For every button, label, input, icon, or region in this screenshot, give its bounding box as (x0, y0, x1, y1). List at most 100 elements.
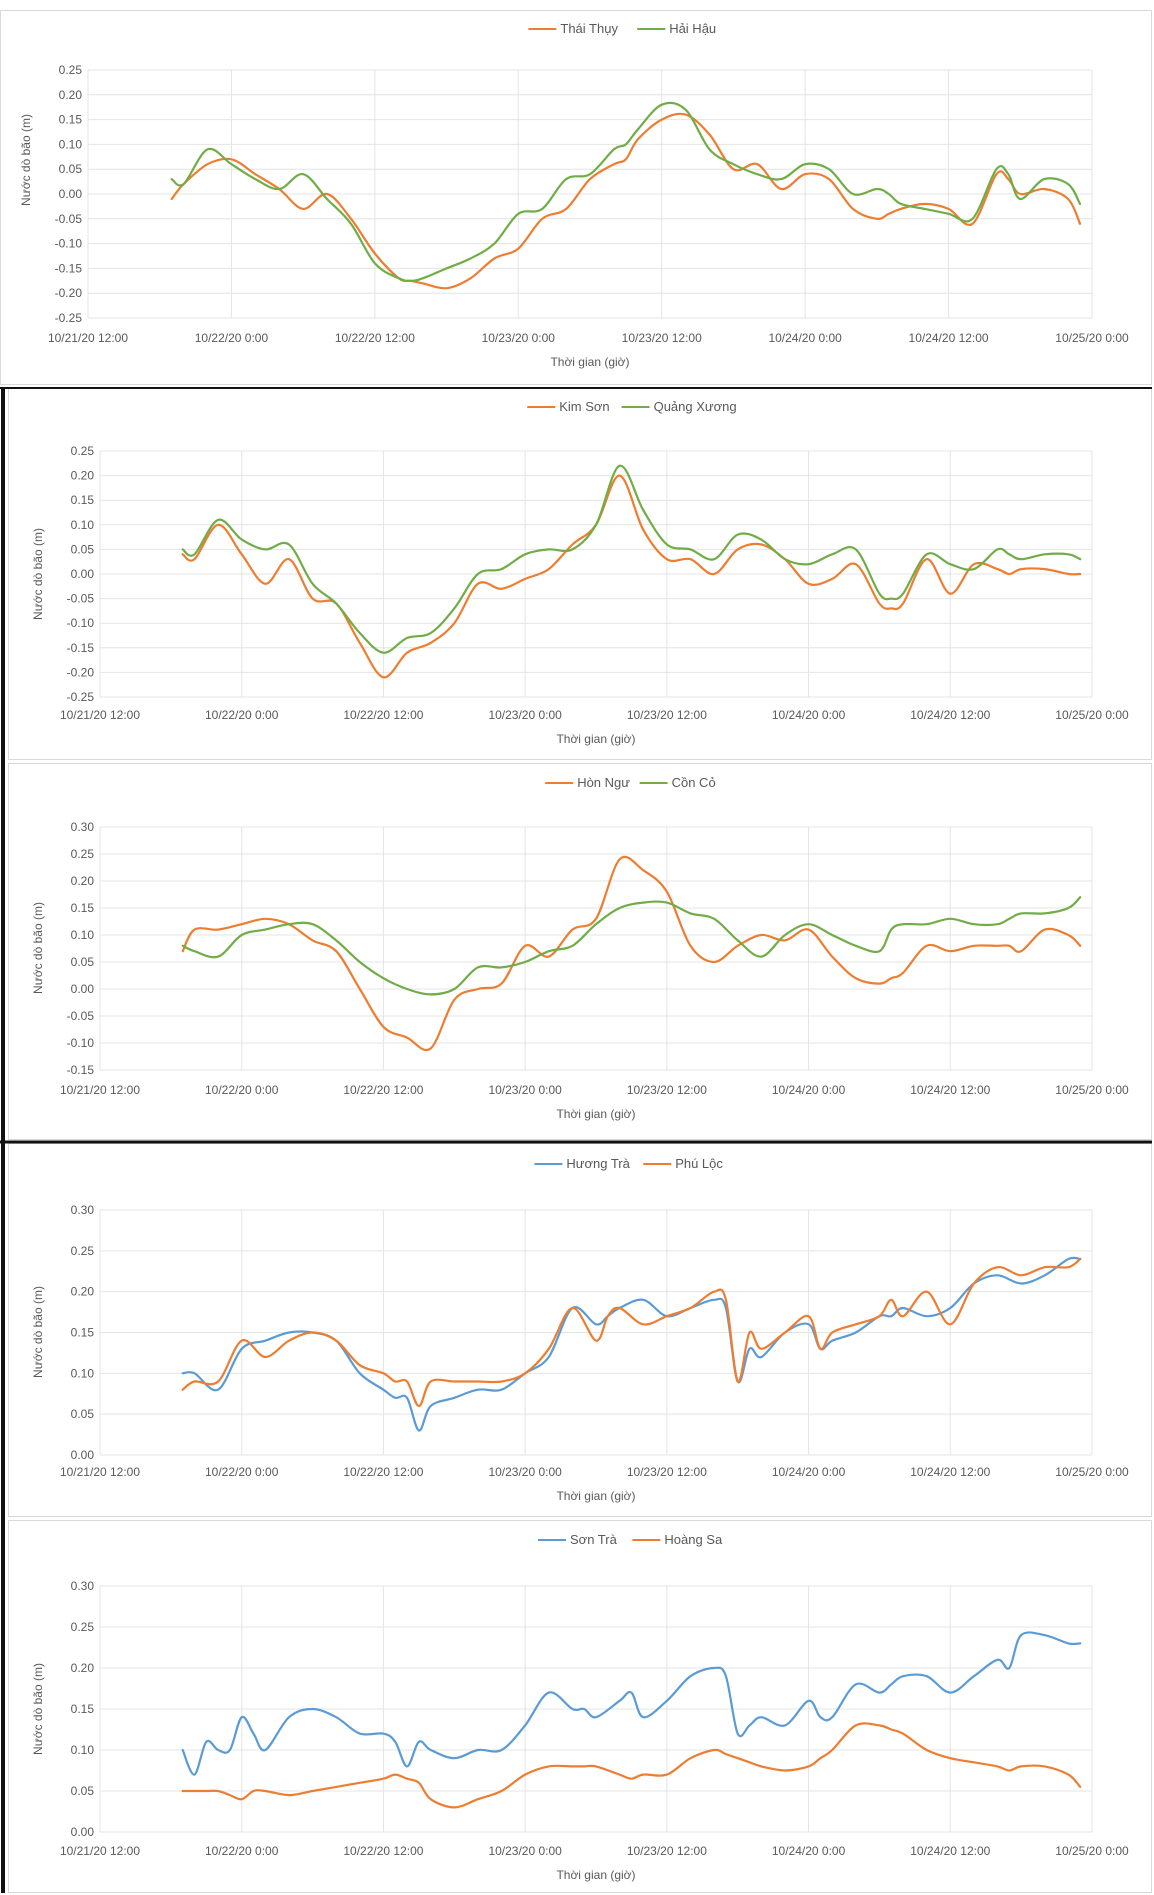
chart-1: 0.25 0.20 0.15 0.10 0.05 0.00 -0.05 -0.10 -0.15 -… (19, 21, 1129, 369)
y-tick-label: -0.25 (67, 690, 95, 704)
y-axis-title: Nước dò bão (m) (31, 1286, 45, 1378)
x-tick-label: 10/22/20 12:00 (335, 331, 415, 345)
legend-label-1: Sơn Trà (570, 1532, 618, 1547)
y-tick-label: 0.25 (71, 444, 95, 458)
x-tick-label: 10/25/20 0:00 (1055, 331, 1129, 345)
legend-label-2: Cồn Cỏ (672, 775, 716, 790)
y-tick-label: 0.10 (59, 137, 83, 151)
chart-panel-frame (8, 763, 1152, 1140)
x-tick-label: 10/22/20 0:00 (205, 1844, 279, 1858)
x-tick-label: 10/22/20 0:00 (205, 1465, 279, 1479)
chart-5: 0.30 0.25 0.20 0.15 0.10 0.05 0.00 10/21/20 12:… (31, 1532, 1129, 1882)
x-tick-label: 10/24/20 0:00 (772, 1083, 846, 1097)
y-tick-label: 0.00 (71, 982, 95, 996)
x-tick-label: 10/24/20 12:00 (910, 1844, 990, 1858)
y-tick-label: 0.05 (59, 162, 83, 176)
x-tick-label: 10/21/20 12:00 (60, 708, 140, 722)
x-tick-label: 10/22/20 12:00 (343, 1083, 423, 1097)
series-line-2 (181, 1257, 1082, 1408)
x-axis-title: Thời gian (giờ) (550, 355, 629, 369)
y-tick-label: 0.20 (71, 874, 95, 888)
y-tick-label: 0.30 (71, 820, 95, 834)
y-tick-label: 0.25 (71, 1244, 95, 1258)
x-tick-label: 10/23/20 12:00 (627, 1083, 707, 1097)
x-axis-title: Thời gian (giờ) (556, 1107, 635, 1121)
x-tick-label: 10/23/20 0:00 (488, 1083, 562, 1097)
y-axis-title: Nước dò bão (m) (31, 902, 45, 994)
y-tick-label: 0.05 (71, 542, 95, 556)
x-tick-label: 10/23/20 0:00 (488, 708, 562, 722)
legend: Thái Thụy Hải Hậu (528, 21, 716, 36)
x-tick-label: 10/24/20 0:00 (772, 708, 846, 722)
y-tick-label: -0.10 (67, 616, 95, 630)
legend: Hương Trà Phú Lộc (534, 1156, 723, 1171)
legend-label-1: Hòn Ngư (577, 775, 630, 790)
chart-panel-frame (8, 1520, 1152, 1893)
x-tick-label: 10/22/20 12:00 (343, 1844, 423, 1858)
y-axis-title: Nước dò bão (m) (31, 1663, 45, 1755)
y-tick-label: -0.05 (67, 1009, 95, 1023)
series-line-2 (170, 101, 1082, 282)
x-tick-label: 10/25/20 0:00 (1055, 1083, 1129, 1097)
x-tick-label: 10/21/20 12:00 (60, 1844, 140, 1858)
x-tick-label: 10/24/20 12:00 (909, 331, 989, 345)
x-tick-label: 10/22/20 0:00 (205, 708, 279, 722)
legend-label-2: Quảng Xương (654, 399, 737, 414)
y-tick-label: 0.25 (71, 1620, 95, 1634)
y-tick-label: 0.05 (71, 1407, 95, 1421)
x-tick-label: 10/23/20 0:00 (482, 331, 556, 345)
y-tick-label: 0.20 (71, 1285, 95, 1299)
x-axis-title: Thời gian (giờ) (556, 732, 635, 746)
legend: Kim Sơn Quảng Xương (527, 399, 737, 414)
x-tick-label: 10/24/20 12:00 (910, 1083, 990, 1097)
y-tick-label: -0.10 (67, 1036, 95, 1050)
series-line-2 (181, 1722, 1082, 1809)
y-tick-label: -0.15 (67, 1063, 95, 1077)
legend: Hòn Ngư Cồn Cỏ (545, 775, 716, 790)
y-tick-label: 0.15 (71, 1702, 95, 1716)
y-tick-label: 0.25 (71, 847, 95, 861)
legend-label-2: Hải Hậu (669, 21, 716, 36)
x-tick-label: 10/22/20 0:00 (195, 331, 269, 345)
x-tick-label: 10/25/20 0:00 (1055, 1465, 1129, 1479)
x-tick-label: 10/21/20 12:00 (60, 1465, 140, 1479)
x-tick-label: 10/24/20 12:00 (910, 1465, 990, 1479)
y-tick-label: -0.20 (67, 665, 95, 679)
series-line-1 (181, 855, 1082, 1051)
y-tick-label: 0.10 (71, 928, 95, 942)
y-tick-label: -0.25 (55, 311, 83, 325)
y-tick-label: 0.25 (59, 63, 83, 77)
y-tick-label: -0.10 (55, 237, 83, 251)
y-tick-label: -0.15 (55, 261, 83, 275)
series-line-1 (181, 1631, 1082, 1776)
legend: Sơn Trà Hoàng Sa (538, 1532, 723, 1547)
legend-label-1: Kim Sơn (559, 399, 609, 414)
y-tick-label: 0.10 (71, 1366, 95, 1380)
x-tick-label: 10/21/20 12:00 (48, 331, 128, 345)
x-axis-title: Thời gian (giờ) (556, 1489, 635, 1503)
x-tick-label: 10/23/20 12:00 (627, 1844, 707, 1858)
y-tick-label: 0.00 (71, 567, 95, 581)
y-axis-title: Nước dò bão (m) (19, 114, 33, 206)
x-tick-label: 10/23/20 12:00 (627, 708, 707, 722)
chart-3: 0.30 0.25 0.20 0.15 0.10 0.05 0.00 -0.05 -0.10 -0… (31, 775, 1129, 1121)
y-tick-label: -0.20 (55, 286, 83, 300)
y-tick-label: 0.30 (71, 1203, 95, 1217)
y-tick-label: 0.00 (71, 1448, 95, 1462)
x-tick-label: 10/24/20 0:00 (772, 1844, 846, 1858)
x-tick-label: 10/23/20 0:00 (488, 1465, 562, 1479)
y-axis-title: Nước dò bão (m) (31, 528, 45, 620)
x-tick-label: 10/23/20 12:00 (622, 331, 702, 345)
y-tick-label: 0.20 (71, 469, 95, 483)
x-tick-label: 10/24/20 0:00 (768, 331, 842, 345)
x-tick-label: 10/22/20 0:00 (205, 1083, 279, 1097)
y-tick-label: -0.15 (67, 641, 95, 655)
legend-label-1: Thái Thụy (560, 21, 618, 36)
legend-label-2: Phú Lộc (675, 1156, 723, 1171)
x-tick-label: 10/25/20 0:00 (1055, 708, 1129, 722)
x-tick-label: 10/23/20 0:00 (488, 1844, 562, 1858)
x-tick-label: 10/23/20 12:00 (627, 1465, 707, 1479)
x-tick-label: 10/21/20 12:00 (60, 1083, 140, 1097)
series-line-2 (181, 896, 1082, 996)
